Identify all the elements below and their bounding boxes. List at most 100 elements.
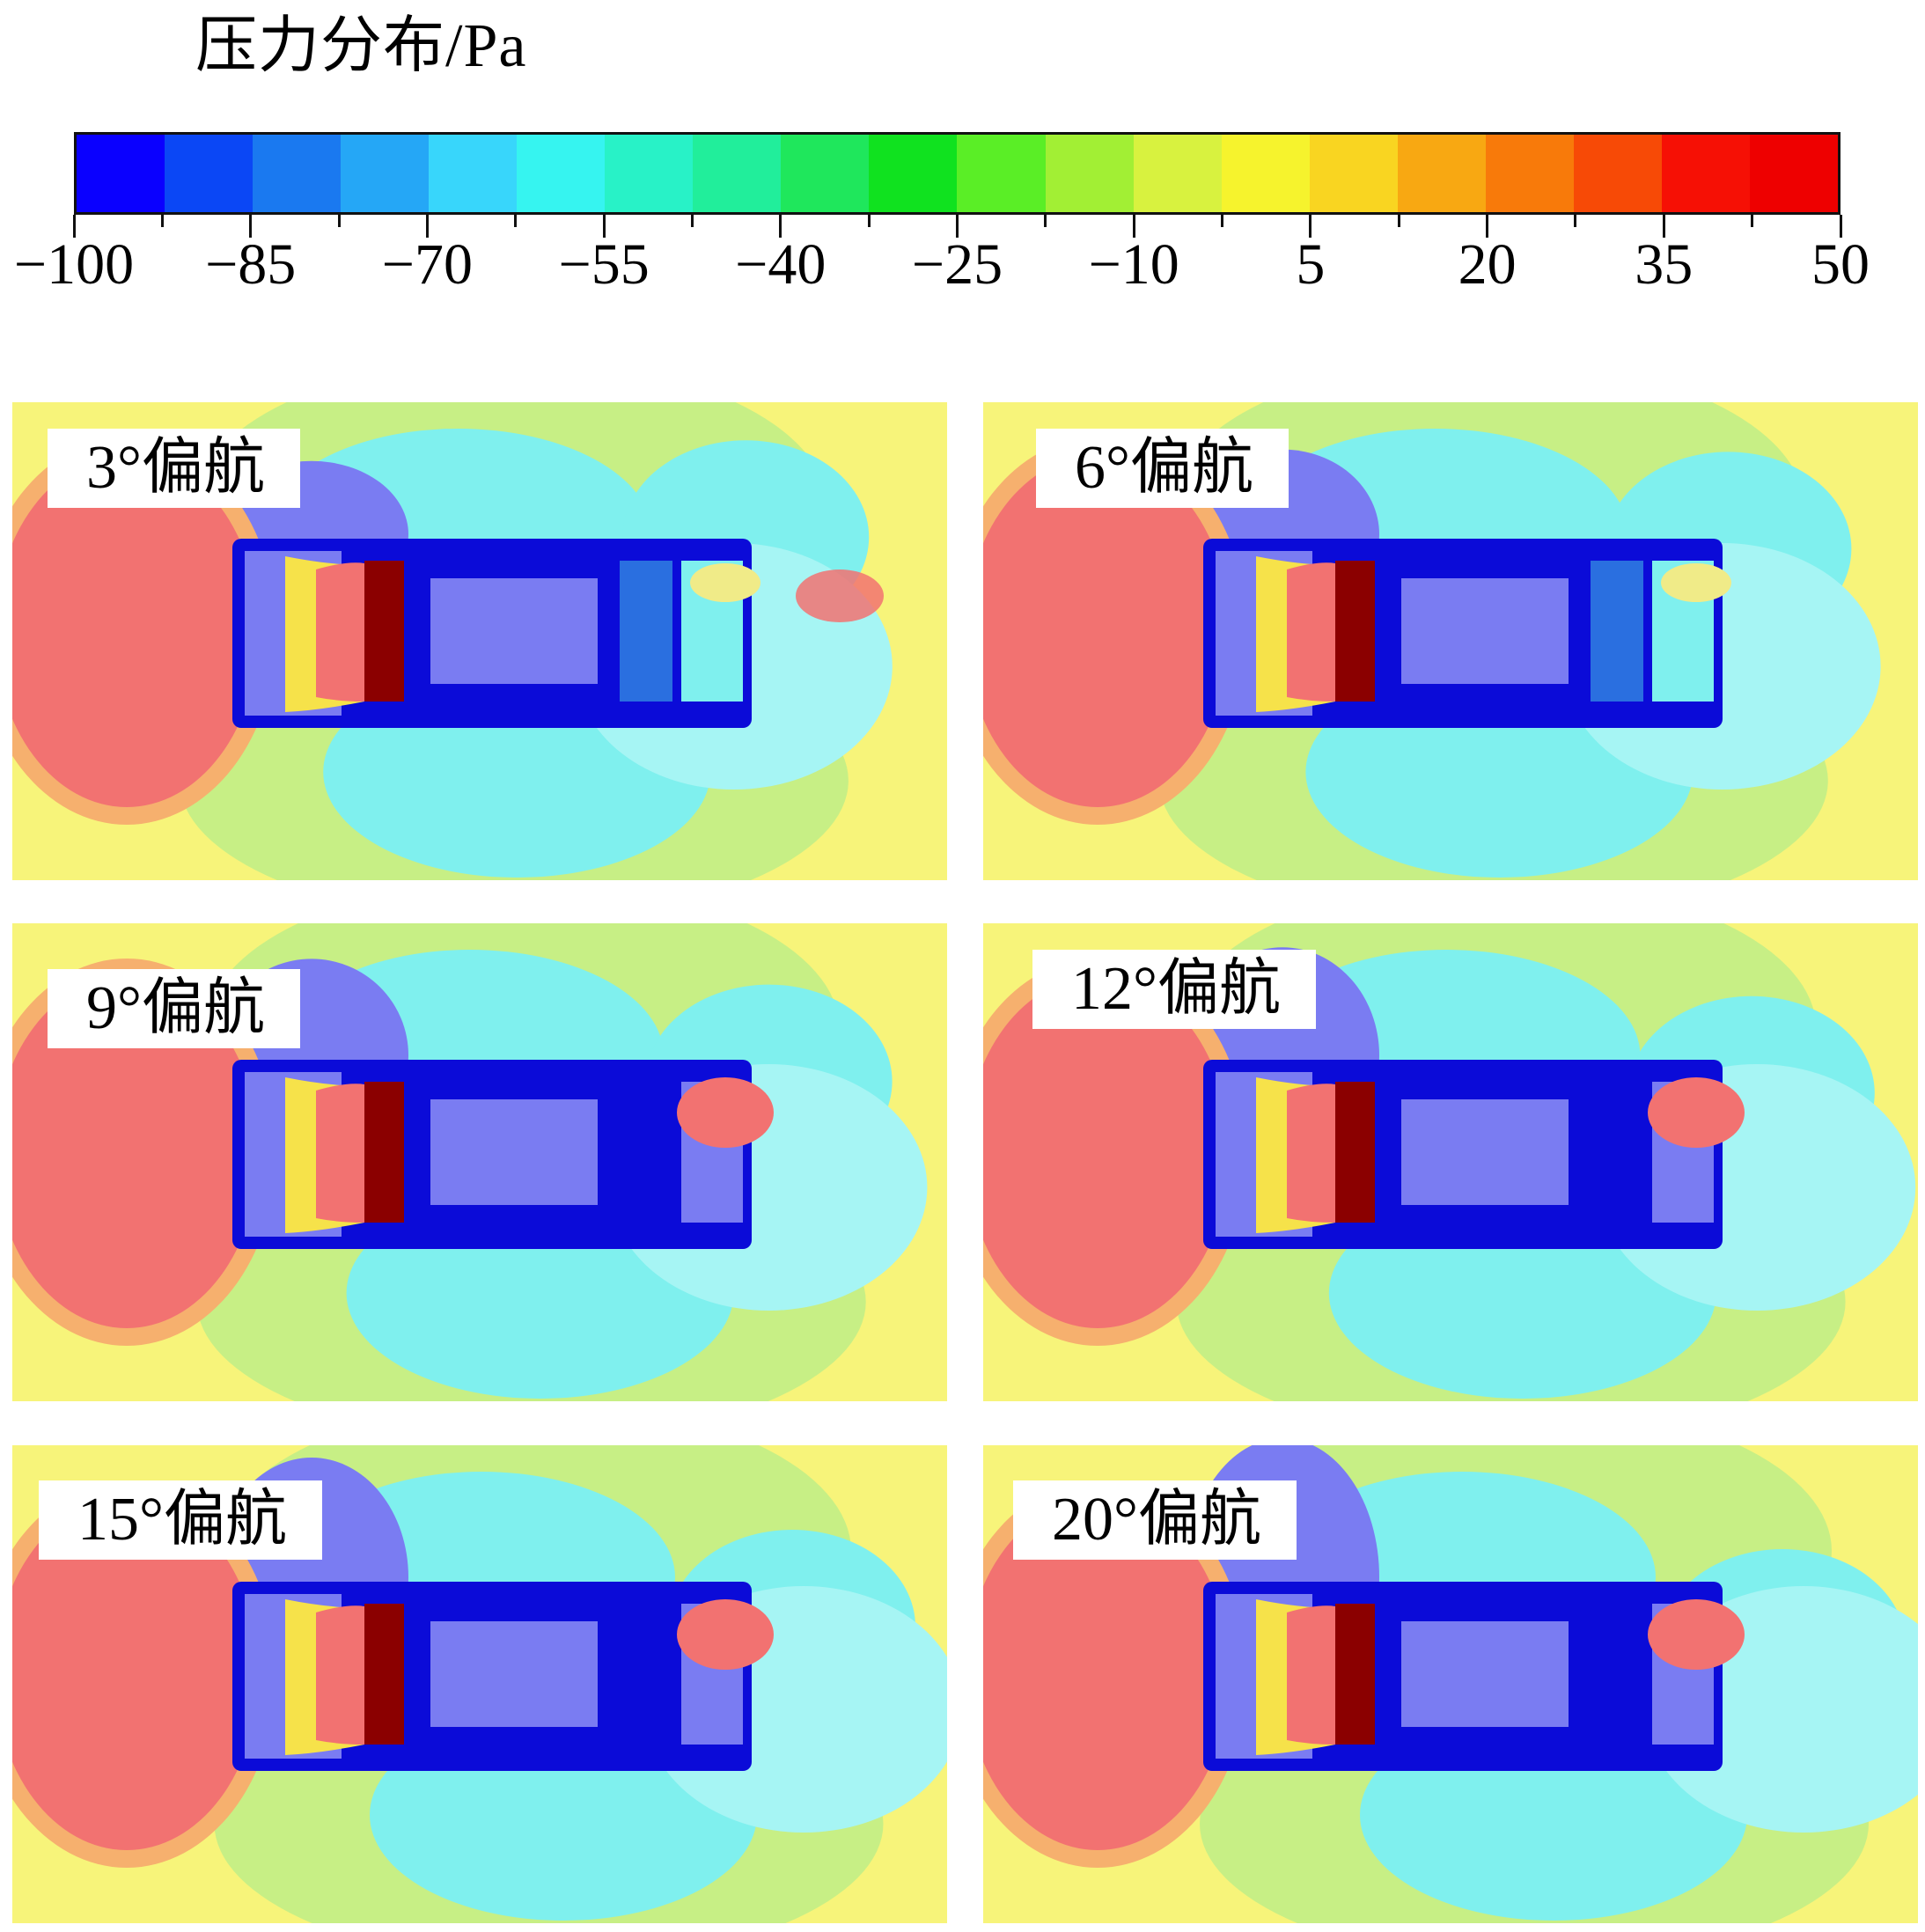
colorbar-minor-tick [160, 215, 164, 227]
colorbar-minor-tick [1044, 215, 1047, 227]
yaw-angle-label: 3°偏航 [48, 429, 300, 508]
pressure-contour-panel: 12°偏航 [983, 923, 1918, 1401]
roof-region [430, 1099, 598, 1205]
colorbar-tick-label: −100 [13, 232, 135, 297]
colorbar-minor-tick [1751, 215, 1754, 227]
rear-window-region [620, 1604, 672, 1745]
colorbar-major-tick [72, 215, 76, 238]
legend-title: 压力分布/Pa [195, 12, 527, 80]
windshield-pressure [316, 1605, 364, 1745]
colorbar-swatch [1749, 135, 1838, 212]
windshield-pressure [1287, 1605, 1335, 1745]
colorbar-major-tick [602, 215, 606, 238]
colorbar-major-tick [1486, 215, 1489, 238]
pressure-contour-plot [983, 923, 1916, 1401]
colorbar-swatch [1221, 135, 1310, 212]
pressure-contour-plot [983, 1445, 1918, 1923]
colorbar-major-tick [1309, 215, 1312, 238]
colorbar-minor-tick [514, 215, 518, 227]
colorbar-swatch [77, 135, 165, 212]
pressure-contour-plot [983, 402, 1881, 880]
colorbar-swatch [605, 135, 694, 212]
colorbar-tick-label: 50 [1811, 232, 1870, 297]
colorbar-swatch [781, 135, 870, 212]
roof-region [1401, 578, 1569, 684]
pressure-contour-plot [12, 1445, 947, 1923]
colorbar-minor-tick [867, 215, 871, 227]
rear-window-region [620, 561, 672, 702]
windshield-peak [1335, 561, 1375, 702]
colorbar-minor-tick [1397, 215, 1400, 227]
colorbar-major-tick [956, 215, 959, 238]
colorbar-swatch [1397, 135, 1486, 212]
colorbar-swatch [517, 135, 606, 212]
colorbar-tick-label: 35 [1635, 232, 1694, 297]
colorbar-major-tick [1839, 215, 1842, 238]
colorbar-swatch [341, 135, 430, 212]
contour-region [983, 976, 1230, 1328]
colorbar [74, 132, 1841, 215]
trunk-pressure [1648, 1599, 1745, 1670]
windshield-pressure [316, 562, 364, 702]
colorbar-major-tick [1132, 215, 1135, 238]
trunk-pressure [677, 1077, 774, 1148]
colorbar-minor-tick [1574, 215, 1577, 227]
colorbar-tick-label: −25 [911, 232, 1003, 297]
colorbar-swatch [1573, 135, 1662, 212]
yaw-angle-label: 15°偏航 [39, 1480, 322, 1560]
colorbar-ticks [72, 215, 1842, 241]
windshield-pressure [316, 1084, 364, 1223]
colorbar-tick-label: −70 [381, 232, 474, 297]
contour-region [12, 976, 259, 1328]
colorbar-minor-tick [1221, 215, 1224, 227]
windshield-peak [1335, 1082, 1375, 1223]
contour-region [983, 455, 1230, 807]
roof-region [430, 1621, 598, 1727]
colorbar-minor-tick [690, 215, 694, 227]
colorbar-swatch [1045, 135, 1134, 212]
yaw-angle-label: 20°偏航 [1013, 1480, 1297, 1560]
colorbar-major-tick [425, 215, 429, 238]
pressure-contour-panel: 3°偏航 [12, 402, 947, 880]
windshield-peak [364, 561, 404, 702]
rear-window-region [1591, 1604, 1643, 1745]
colorbar-swatch [1309, 135, 1398, 212]
colorbar-swatch [1133, 135, 1222, 212]
colorbar-swatch [869, 135, 958, 212]
rear-window-region [1591, 561, 1643, 702]
colorbar-tick-label: −10 [1088, 232, 1179, 297]
colorbar-swatch [1485, 135, 1574, 212]
pressure-contour-panel: 20°偏航 [983, 1445, 1918, 1923]
contour-region [12, 1498, 259, 1850]
windshield-peak [364, 1604, 404, 1745]
pressure-contour-panel: 6°偏航 [983, 402, 1918, 880]
colorbar-major-tick [779, 215, 782, 238]
windshield-peak [1335, 1604, 1375, 1745]
pressure-contour-panel: 15°偏航 [12, 1445, 947, 1923]
colorbar-swatch [693, 135, 782, 212]
colorbar-tick-label: −55 [558, 232, 650, 297]
colorbar-swatch [1661, 135, 1750, 212]
colorbar-tick-label: 5 [1296, 232, 1326, 297]
colorbar-minor-tick [337, 215, 341, 227]
colorbar-swatch [957, 135, 1046, 212]
pressure-contour-plot [12, 923, 928, 1401]
roof-region [430, 578, 598, 684]
colorbar-tick-label: 20 [1458, 232, 1517, 297]
windshield-pressure [1287, 1084, 1335, 1223]
trunk-pressure [677, 1599, 774, 1670]
yaw-angle-label: 6°偏航 [1036, 429, 1289, 508]
roof-region [1401, 1099, 1569, 1205]
contour-region [12, 455, 259, 807]
windshield-pressure [1287, 562, 1335, 702]
trunk-pressure [690, 563, 760, 602]
colorbar-swatch [165, 135, 253, 212]
windshield-peak [364, 1082, 404, 1223]
trunk-pressure [1648, 1077, 1745, 1148]
contour-region [983, 1498, 1230, 1850]
yaw-angle-label: 12°偏航 [1032, 950, 1316, 1029]
trunk-pressure [1661, 563, 1731, 602]
roof-region [1401, 1621, 1569, 1727]
pressure-contour-panel: 9°偏航 [12, 923, 947, 1401]
pressure-contour-plot [12, 402, 893, 880]
